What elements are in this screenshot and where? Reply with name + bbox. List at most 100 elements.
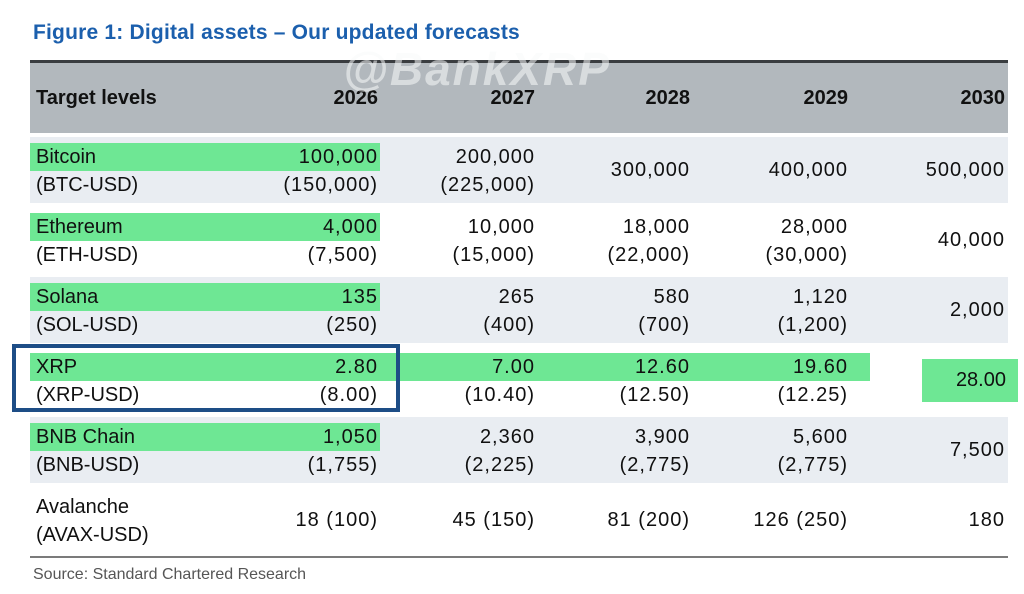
forecast-value: 28,000 <box>780 216 848 238</box>
forecast-value: 10,000 <box>467 216 535 238</box>
forecast-cell: 300,000 <box>535 137 690 203</box>
forecast-value: 18 (100) <box>295 509 378 531</box>
forecast-cell: 200,000 (225,000) <box>378 137 535 203</box>
forecast-cell: 3,900 (2,775) <box>535 417 690 483</box>
forecast-paren-value: (30,000) <box>765 244 848 266</box>
forecast-value: 1,120 <box>792 286 848 308</box>
column-header-2026: 2026 <box>333 86 379 109</box>
forecast-value: 100,000 <box>298 146 378 168</box>
asset-name: Ethereum <box>36 216 123 238</box>
forecast-cell: 10,000 (15,000) <box>378 207 535 273</box>
highlight-strip <box>30 213 380 241</box>
forecast-value: 28.00 <box>955 368 1006 391</box>
table-row-ethereum: Ethereum (ETH-USD) 4,000 (7,500) 10,000 … <box>30 207 1008 273</box>
forecast-value: 19.60 <box>792 356 848 378</box>
forecast-paren-value: (7,500) <box>307 244 378 266</box>
forecast-cell: 81 (200) <box>535 487 690 553</box>
forecast-table: Target levels 2026 2027 2028 2029 2030 B… <box>12 60 1018 557</box>
forecast-cell: 19.60 (12.25) <box>690 347 848 413</box>
highlight-strip <box>30 283 380 311</box>
forecast-cell: 5,600 (2,775) <box>690 417 848 483</box>
forecast-value: 18,000 <box>622 216 690 238</box>
forecast-cell: 400,000 <box>690 137 848 203</box>
forecast-value: 5,600 <box>792 426 848 448</box>
table-row-solana: Solana (SOL-USD) 135 (250) 265 (400) 580… <box>30 277 1008 343</box>
forecast-cell: 12.60 (12.50) <box>535 347 690 413</box>
forecast-value: 7,500 <box>949 439 1005 461</box>
forecast-value: 180 <box>968 509 1005 531</box>
forecast-cell: 580 (700) <box>535 277 690 343</box>
asset-name: XRP <box>36 356 78 378</box>
source-note: Source: Standard Chartered Research <box>33 566 307 583</box>
column-header-2028: 2028 <box>645 86 691 109</box>
forecast-paren-value: (2,775) <box>777 454 848 476</box>
forecast-value: 40,000 <box>937 229 1005 251</box>
asset-cell: Bitcoin (BTC-USD) <box>30 137 228 203</box>
forecast-cell: 135 (250) <box>228 277 378 343</box>
column-header-2029: 2029 <box>803 86 849 109</box>
forecast-paren-value: (1,755) <box>307 454 378 476</box>
forecast-value: 2.80 <box>335 356 378 378</box>
asset-ticker: (BNB-USD) <box>36 454 140 476</box>
column-header-target-levels: Target levels <box>36 86 157 109</box>
forecast-paren-value: (10.40) <box>464 384 535 406</box>
asset-name: Bitcoin <box>36 146 97 168</box>
asset-name: Solana <box>36 286 99 308</box>
forecast-paren-value: (400) <box>483 314 535 336</box>
forecast-cell: 265 (400) <box>378 277 535 343</box>
forecast-value: 265 <box>498 286 535 308</box>
table-row-bitcoin: Bitcoin (BTC-USD) 100,000 (150,000) 200,… <box>30 137 1008 203</box>
asset-ticker: (ETH-USD) <box>36 244 139 266</box>
highlight-strip <box>30 143 380 171</box>
forecast-paren-value: (700) <box>638 314 690 336</box>
forecast-cell: 180 <box>848 487 1008 553</box>
asset-ticker: (AVAX-USD) <box>36 524 149 546</box>
forecast-cell: 45 (150) <box>378 487 535 553</box>
forecast-value: 12.60 <box>634 356 690 378</box>
forecast-cell: 28,000 (30,000) <box>690 207 848 273</box>
forecast-paren-value: (150,000) <box>283 174 378 196</box>
forecast-value: 300,000 <box>610 159 690 181</box>
forecast-value: 7.00 <box>492 356 535 378</box>
asset-ticker: (XRP-USD) <box>36 384 140 406</box>
forecast-value: 500,000 <box>925 159 1005 181</box>
forecast-paren-value: (12.50) <box>619 384 690 406</box>
highlight-strip <box>30 353 870 381</box>
forecast-cell: 40,000 <box>848 207 1008 273</box>
forecast-paren-value: (250) <box>326 314 378 336</box>
table-row-xrp: XRP (XRP-USD) 2.80 (8.00) 7.00 (10.40) 1… <box>12 344 1018 413</box>
forecast-cell: 28.00 <box>848 347 1018 413</box>
asset-cell: Ethereum (ETH-USD) <box>30 207 228 273</box>
table-bottom-divider <box>30 556 1008 558</box>
forecast-value: 135 <box>341 286 378 308</box>
column-header-2027: 2027 <box>490 86 536 109</box>
forecast-cell: 18 (100) <box>228 487 378 553</box>
forecast-cell: 2,360 (2,225) <box>378 417 535 483</box>
forecast-paren-value: (2,775) <box>619 454 690 476</box>
asset-cell: XRP (XRP-USD) <box>30 347 228 413</box>
asset-cell: Avalanche (AVAX-USD) <box>30 487 228 553</box>
forecast-paren-value: (2,225) <box>464 454 535 476</box>
table-header-row: Target levels 2026 2027 2028 2029 2030 <box>30 63 1008 133</box>
forecast-value: 81 (200) <box>607 509 690 531</box>
forecast-cell: 2,000 <box>848 277 1008 343</box>
asset-cell: BNB Chain (BNB-USD) <box>30 417 228 483</box>
forecast-paren-value: (15,000) <box>452 244 535 266</box>
forecast-value: 126 (250) <box>753 509 848 531</box>
forecast-cell: 4,000 (7,500) <box>228 207 378 273</box>
highlight-strip <box>30 423 380 451</box>
forecast-paren-value: (225,000) <box>440 174 535 196</box>
asset-name: BNB Chain <box>36 426 135 448</box>
forecast-value: 200,000 <box>455 146 535 168</box>
forecast-cell: 18,000 (22,000) <box>535 207 690 273</box>
forecast-cell: 100,000 (150,000) <box>228 137 378 203</box>
forecast-paren-value: (22,000) <box>607 244 690 266</box>
asset-name: Avalanche <box>36 496 130 518</box>
forecast-paren-value: (1,200) <box>777 314 848 336</box>
forecast-value: 580 <box>653 286 690 308</box>
table-row-avalanche: Avalanche (AVAX-USD) 18 (100) 45 (150) 8… <box>30 487 1008 553</box>
forecast-value: 4,000 <box>322 216 378 238</box>
forecast-paren-value: (8.00) <box>319 384 378 406</box>
xrp-2030-highlight-box: 28.00 <box>922 358 1018 402</box>
